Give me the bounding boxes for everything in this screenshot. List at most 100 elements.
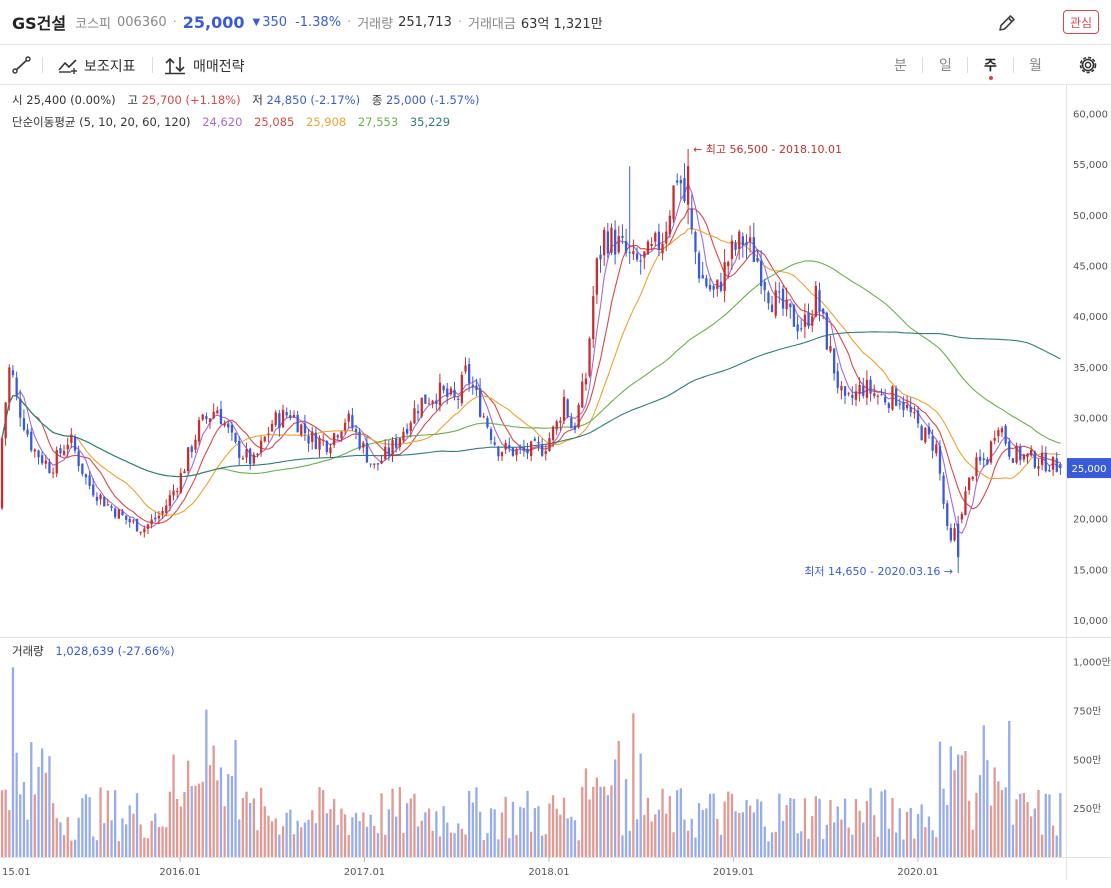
volume-bar bbox=[978, 775, 982, 857]
period-month[interactable]: 월 bbox=[1029, 58, 1042, 74]
candle bbox=[774, 290, 777, 316]
period-day[interactable]: 일 bbox=[939, 58, 952, 74]
candle bbox=[435, 400, 438, 404]
volume-bar bbox=[723, 801, 726, 857]
current-price: 25,000 bbox=[182, 12, 245, 32]
volume-bar bbox=[792, 798, 796, 857]
candle bbox=[303, 423, 307, 434]
volume-bar bbox=[697, 803, 701, 857]
candle bbox=[730, 240, 734, 259]
indicator-button[interactable]: 보조지표 bbox=[84, 59, 136, 75]
candle bbox=[241, 458, 244, 460]
volume-bar bbox=[749, 805, 752, 857]
candle bbox=[931, 436, 934, 451]
volume-bar bbox=[92, 836, 95, 857]
candle bbox=[712, 285, 715, 290]
candle bbox=[373, 463, 376, 465]
volume-bar bbox=[566, 818, 569, 857]
candle bbox=[865, 379, 869, 398]
candle bbox=[453, 389, 456, 398]
candle bbox=[135, 519, 139, 532]
volume-bar bbox=[665, 813, 668, 857]
candle bbox=[1033, 451, 1036, 468]
candle bbox=[114, 508, 117, 518]
current-price-tag bbox=[1067, 458, 1111, 479]
strategy-icon[interactable] bbox=[164, 55, 186, 75]
volume-bar bbox=[95, 840, 99, 857]
gear-icon[interactable] bbox=[1077, 54, 1099, 76]
favorite-button[interactable]: 관심 bbox=[1063, 10, 1099, 34]
candle bbox=[916, 410, 920, 424]
volume-bar bbox=[687, 830, 690, 857]
period-week[interactable]: 주 bbox=[984, 58, 997, 74]
candle bbox=[11, 370, 15, 376]
price-chart[interactable]: 10,000 15,000 20,000 25,000 30,000 35,000 40,0… bbox=[0, 85, 1111, 888]
volume-bar bbox=[515, 834, 518, 857]
candle bbox=[464, 365, 467, 372]
candle bbox=[336, 435, 339, 438]
candle bbox=[95, 496, 99, 501]
volume-bar bbox=[968, 800, 971, 857]
volume-bar bbox=[957, 754, 960, 857]
toolbar-divider bbox=[42, 57, 43, 73]
candles-group bbox=[0, 149, 1062, 573]
candle bbox=[997, 430, 1000, 437]
volume-bar bbox=[139, 824, 142, 857]
volume-bar bbox=[52, 803, 55, 857]
candle bbox=[621, 235, 624, 238]
ohlc-legend: 시 25,400 (0.00%) 고 25,700 (+1.18%) 저 24,… bbox=[12, 92, 480, 108]
low-value: 24,850 (-2.17%) bbox=[266, 93, 361, 107]
candle bbox=[986, 459, 989, 465]
candle bbox=[749, 237, 752, 242]
candle bbox=[1026, 453, 1029, 457]
open-label: 시 bbox=[12, 93, 23, 107]
volume-bar bbox=[617, 740, 620, 857]
candle bbox=[77, 451, 80, 466]
volume-value: 251,713 bbox=[398, 14, 452, 30]
ma20-value: 25,908 bbox=[306, 115, 347, 129]
volume-bar bbox=[406, 803, 409, 857]
volume-bar bbox=[807, 838, 810, 857]
period-minute[interactable]: 분 bbox=[894, 58, 907, 74]
volume-bar bbox=[712, 793, 715, 857]
candle bbox=[643, 251, 646, 258]
ma-label: 단순이동평균 (5, 10, 20, 60, 120) bbox=[12, 115, 191, 129]
volume-bar bbox=[610, 785, 613, 857]
candle bbox=[960, 513, 963, 520]
price-tick-label: 60,000 bbox=[1073, 110, 1108, 121]
strategy-button[interactable]: 매매전략 bbox=[193, 59, 245, 75]
candle bbox=[942, 475, 945, 504]
volume-bar bbox=[927, 816, 931, 857]
candle bbox=[52, 472, 55, 474]
trendline-icon[interactable] bbox=[11, 55, 33, 75]
candle bbox=[289, 415, 292, 419]
volume-bar bbox=[376, 833, 380, 857]
indicator-icon[interactable] bbox=[57, 55, 79, 75]
candle bbox=[814, 285, 817, 317]
candle bbox=[559, 420, 562, 423]
candle bbox=[413, 408, 416, 424]
candle bbox=[333, 433, 336, 446]
volume-bar bbox=[4, 789, 7, 857]
volume-bar bbox=[982, 725, 985, 857]
volume-bar bbox=[227, 774, 230, 857]
candle bbox=[205, 416, 208, 420]
pencil-icon[interactable] bbox=[996, 12, 1018, 34]
volume-bar bbox=[252, 798, 255, 857]
candle bbox=[913, 412, 916, 414]
volume-bar bbox=[803, 798, 807, 857]
candle bbox=[416, 411, 420, 414]
candle bbox=[544, 451, 547, 454]
volume-bar bbox=[741, 812, 744, 857]
candle bbox=[125, 515, 128, 520]
price-tick-label: 10,000 bbox=[1073, 616, 1108, 627]
candle bbox=[920, 425, 923, 441]
volume-bar bbox=[216, 780, 219, 857]
volume-bar bbox=[373, 825, 376, 857]
candle bbox=[384, 446, 387, 460]
volume-bar bbox=[1044, 793, 1047, 857]
volume-bar bbox=[745, 799, 748, 857]
volume-bar bbox=[161, 826, 164, 857]
volume-bar bbox=[606, 795, 609, 857]
volume-bar bbox=[800, 831, 803, 857]
